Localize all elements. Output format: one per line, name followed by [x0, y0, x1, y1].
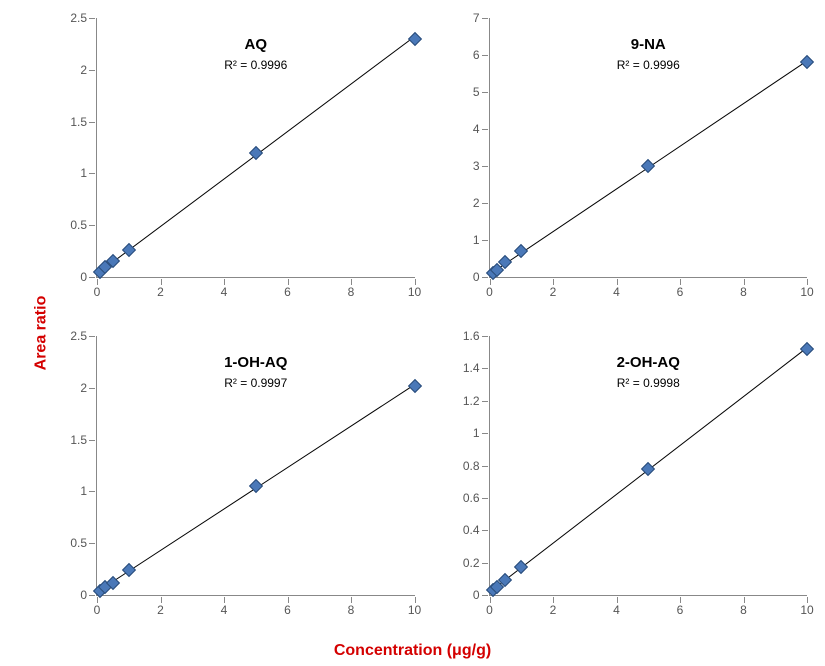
x-tick-label: 10 [800, 595, 813, 617]
y-tick-label: 1.5 [70, 433, 97, 447]
y-tick-label: 0.5 [70, 536, 97, 550]
y-tick-label: 0.6 [463, 491, 490, 505]
y-tick-label: 6 [473, 48, 490, 62]
y-tick-label: 0.4 [463, 523, 490, 537]
y-tick-label: 2.5 [70, 329, 97, 343]
x-axis-label: Concentration (μg/g) [334, 642, 491, 660]
x-tick-label: 8 [348, 595, 355, 617]
r-squared-label: R² = 0.9996 [224, 58, 287, 72]
y-tick-label: 1.5 [70, 115, 97, 129]
plot-area: 00.511.522.50246810AQR² = 0.9996 [96, 18, 415, 278]
trend-line [97, 336, 415, 595]
plot-area: 00.511.522.502468101-OH-AQR² = 0.9997 [96, 336, 415, 596]
x-tick-label: 6 [677, 595, 684, 617]
y-tick-label: 1 [80, 166, 97, 180]
y-tick-label: 1 [473, 233, 490, 247]
x-tick-label: 10 [800, 277, 813, 299]
trend-line [490, 18, 808, 277]
calibration-figure: Area ratio Concentration (μg/g) 0 0.5 1 1.5… [0, 0, 825, 666]
x-tick-label: 4 [613, 595, 620, 617]
r-squared-label: R² = 0.9997 [224, 376, 287, 390]
panel-9-na: 0123456702468109-NAR² = 0.9996 [443, 10, 816, 308]
x-tick-label: 0 [486, 277, 493, 299]
x-tick-label: 6 [677, 277, 684, 299]
plot-area: 0123456702468109-NAR² = 0.9996 [489, 18, 808, 278]
y-tick-label: 1 [473, 426, 490, 440]
y-tick-label: 1.2 [463, 394, 490, 408]
panel-title: 9-NA [631, 36, 666, 53]
y-tick-label: 2 [473, 196, 490, 210]
x-tick-label: 4 [613, 277, 620, 299]
y-tick-label: 4 [473, 122, 490, 136]
y-tick-label: 2.5 [70, 11, 97, 25]
x-tick-label: 6 [284, 595, 291, 617]
plot-area: 00.20.40.60.811.21.41.602468102-OH-AQR² … [489, 336, 808, 596]
y-axis-label: Area ratio [32, 296, 50, 371]
x-tick-label: 6 [284, 277, 291, 299]
r-squared-label: R² = 0.9998 [617, 376, 680, 390]
x-tick-label: 2 [550, 277, 557, 299]
panel-title: 2-OH-AQ [617, 354, 680, 371]
y-tick-label: 5 [473, 85, 490, 99]
x-tick-label: 2 [157, 277, 164, 299]
x-tick-label: 8 [740, 595, 747, 617]
x-tick-label: 8 [740, 277, 747, 299]
y-tick-label: 1.4 [463, 361, 490, 375]
x-tick-label: 10 [408, 595, 421, 617]
x-tick-label: 0 [94, 277, 101, 299]
x-tick-label: 4 [221, 595, 228, 617]
y-tick-label: 0.2 [463, 556, 490, 570]
panel-aq: 00.511.522.50246810AQR² = 0.9996 [50, 10, 423, 308]
x-tick-label: 2 [550, 595, 557, 617]
x-tick-label: 8 [348, 277, 355, 299]
x-tick-label: 0 [486, 595, 493, 617]
panel-2-oh-aq: 00.20.40.60.811.21.41.602468102-OH-AQR² … [443, 328, 816, 626]
panel-grid: 0 0.5 1 1.5 2 2.5 0 2 4 6 8 10 AQ R² = 0.9996 0 1 2 3 4 5 6 7… [50, 10, 815, 626]
y-tick-label: 1 [80, 484, 97, 498]
y-tick-label: 2 [80, 63, 97, 77]
y-tick-label: 7 [473, 11, 490, 25]
x-tick-label: 2 [157, 595, 164, 617]
panel-title: AQ [245, 36, 268, 53]
y-tick-label: 0.5 [70, 218, 97, 232]
y-tick-label: 0.8 [463, 459, 490, 473]
y-tick-label: 2 [80, 381, 97, 395]
x-tick-label: 4 [221, 277, 228, 299]
r-squared-label: R² = 0.9996 [617, 58, 680, 72]
x-tick-label: 10 [408, 277, 421, 299]
y-tick-label: 1.6 [463, 329, 490, 343]
panel-title: 1-OH-AQ [224, 354, 287, 371]
panel-1-oh-aq: 00.511.522.502468101-OH-AQR² = 0.9997 [50, 328, 423, 626]
y-tick-label: 3 [473, 159, 490, 173]
